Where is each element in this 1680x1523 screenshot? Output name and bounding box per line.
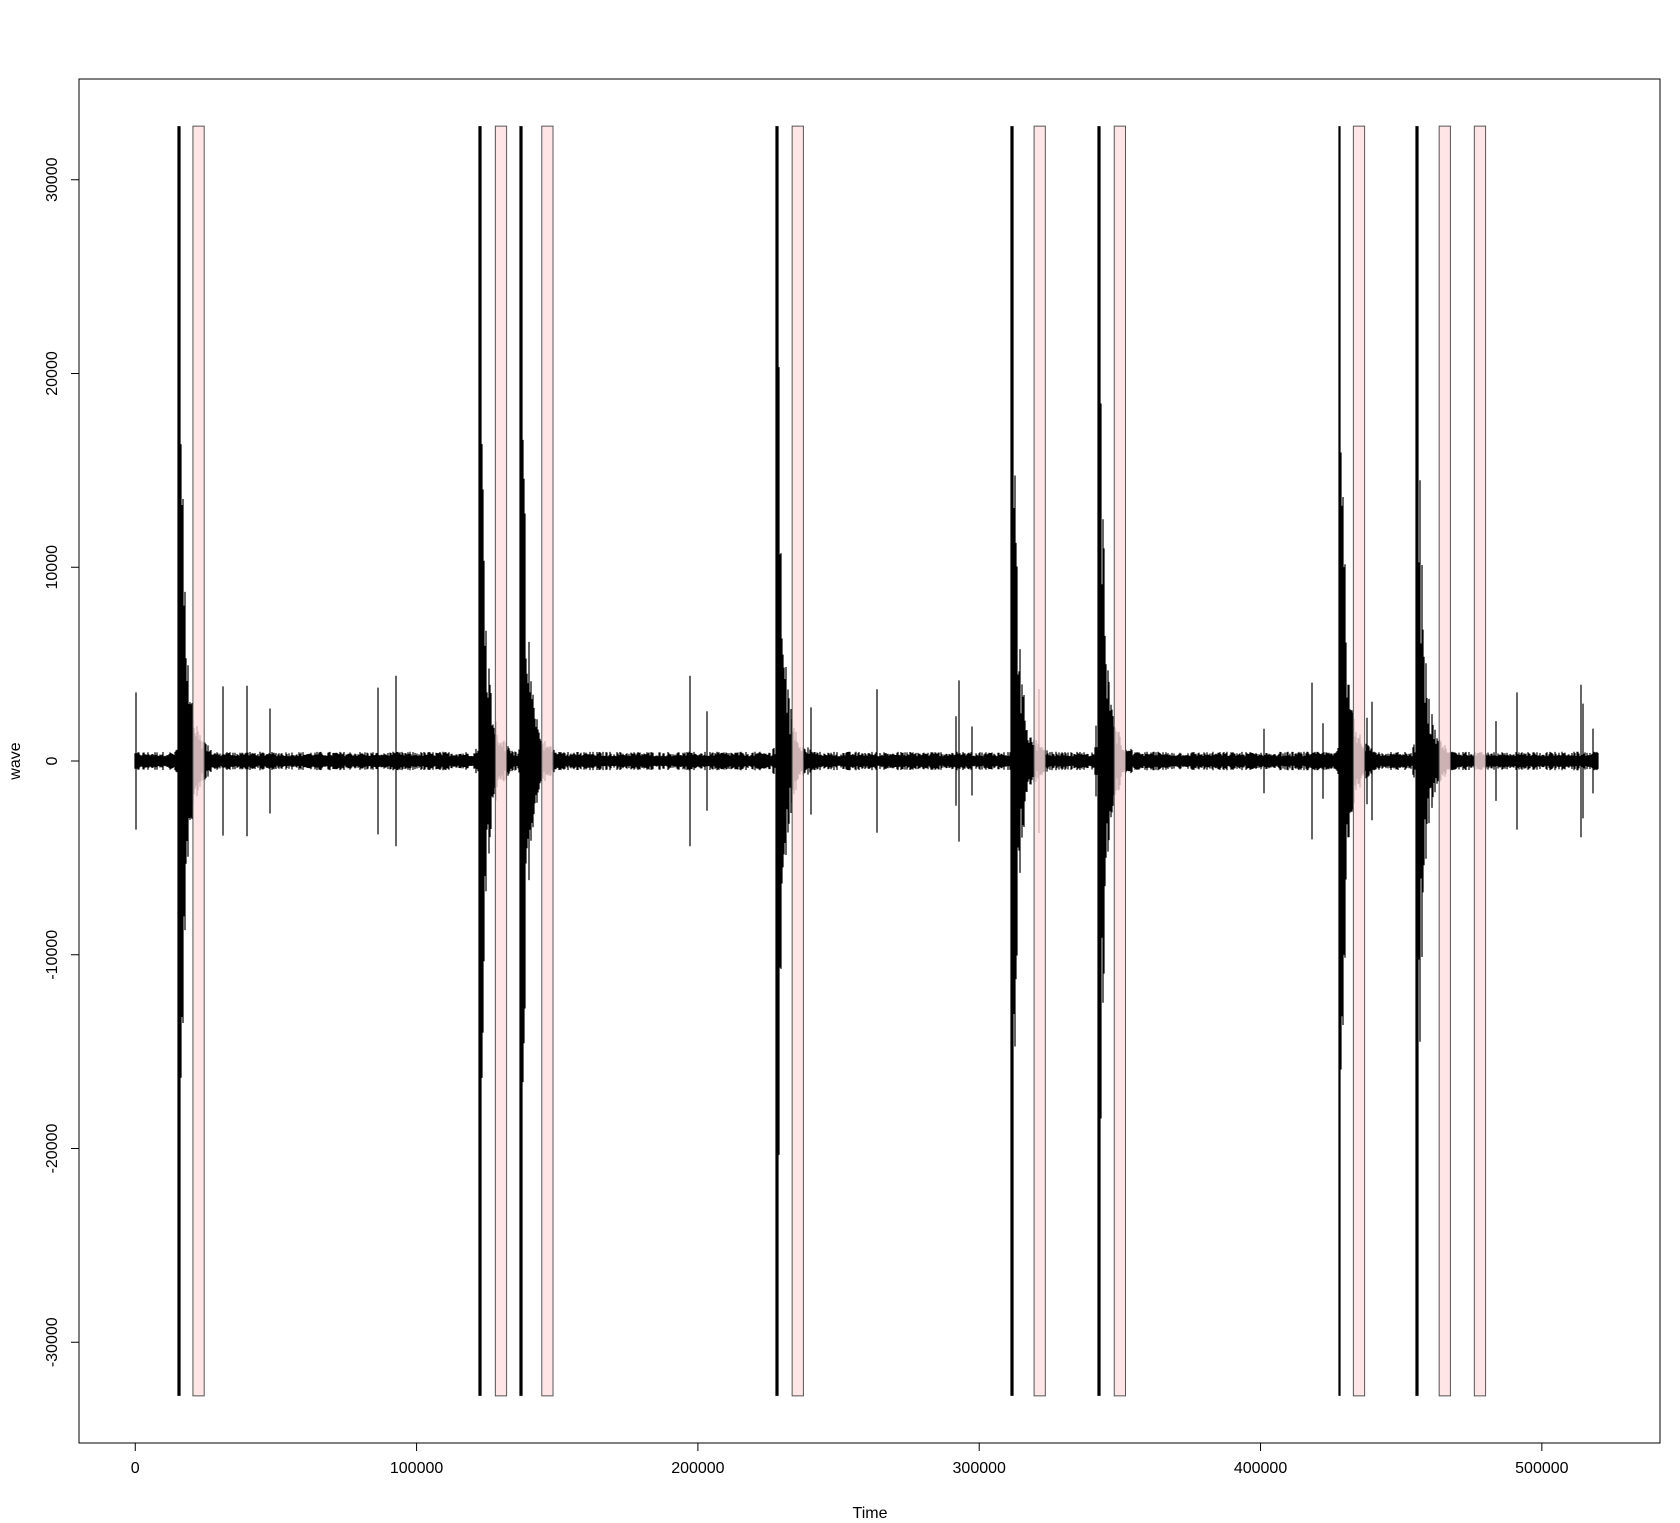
x-tick-label: 500000	[1515, 1460, 1568, 1477]
y-tick-label: 10000	[44, 545, 61, 590]
highlight-region	[192, 125, 205, 1397]
highlight-regions	[192, 125, 1487, 1397]
y-tick-label: 0	[44, 756, 61, 765]
highlight-region	[1352, 125, 1366, 1397]
x-tick-label: 300000	[953, 1460, 1006, 1477]
highlight-region	[494, 125, 508, 1397]
highlight-region	[1113, 125, 1126, 1397]
x-tick-label: 0	[131, 1460, 140, 1477]
y-axis: -30000 -20000 -10000 0 10000 20000 30000	[44, 157, 80, 1367]
x-tick-label: 200000	[671, 1460, 724, 1477]
y-tick-label: 30000	[44, 157, 61, 202]
highlight-region	[1033, 125, 1046, 1397]
highlight-region	[1473, 125, 1487, 1397]
y-tick-label: -10000	[44, 930, 61, 980]
highlight-region	[1438, 125, 1451, 1397]
y-tick-label: -30000	[44, 1317, 61, 1367]
waveform-series	[134, 126, 1599, 1396]
x-axis: 0 100000 200000 300000 400000 500000	[131, 1442, 1569, 1477]
highlight-region	[541, 125, 554, 1397]
y-tick-label: -20000	[44, 1123, 61, 1173]
wave-line	[134, 126, 1599, 1396]
x-tick-label: 400000	[1234, 1460, 1287, 1477]
y-tick-label: 20000	[44, 351, 61, 396]
x-tick-label: 100000	[390, 1460, 443, 1477]
highlight-region	[791, 125, 804, 1397]
x-axis-label: Time	[853, 1505, 888, 1522]
y-axis-label: wave	[7, 742, 24, 780]
